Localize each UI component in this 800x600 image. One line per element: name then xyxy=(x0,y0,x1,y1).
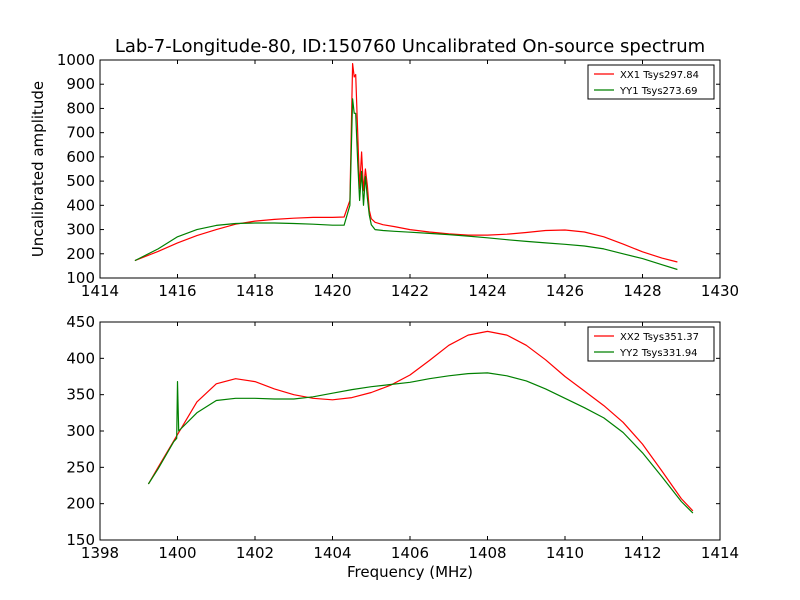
bottom-y-tick-label: 300 xyxy=(66,422,95,440)
top-legend-label-xx1: XX1 Tsys297.84 xyxy=(620,70,699,81)
bottom-legend-box xyxy=(587,326,715,362)
top-panel: 1414 1416 1418 1420 1422 1424 1426 1428 1430 100 2… xyxy=(29,51,739,300)
top-x-tick-label: 1416 xyxy=(158,282,196,300)
bottom-x-tick-label: 1402 xyxy=(236,544,274,562)
top-y-tick-label: 1000 xyxy=(57,51,95,69)
top-x-tick-label: 1420 xyxy=(313,282,351,300)
top-x-tick-label: 1422 xyxy=(391,282,429,300)
bottom-legend-label-xx2: XX2 Tsys351.37 xyxy=(620,332,699,343)
top-legend-label-yy1: YY1 Tsys273.69 xyxy=(619,86,698,97)
top-legend-box xyxy=(587,64,715,100)
top-y-tick-label: 900 xyxy=(66,75,95,93)
top-y-tick-label: 700 xyxy=(66,124,95,142)
top-y-tick-label: 500 xyxy=(66,172,95,190)
bottom-x-tick-label: 1400 xyxy=(158,544,196,562)
top-x-tick-label: 1426 xyxy=(546,282,584,300)
top-y-tick-label: 400 xyxy=(66,196,95,214)
bottom-y-tick-label: 350 xyxy=(66,386,95,404)
top-x-tick-label: 1428 xyxy=(623,282,661,300)
top-series-xx1-line xyxy=(134,62,678,263)
top-ticks-layer: 1414 1416 1418 1420 1422 1424 1426 1428 1430 100 2… xyxy=(57,51,739,300)
top-y-tick-label: 800 xyxy=(66,99,95,117)
bottom-x-tick-label: 1404 xyxy=(313,544,351,562)
bottom-legend-label-yy2: YY2 Tsys331.94 xyxy=(619,348,698,359)
top-x-tick-label: 1418 xyxy=(236,282,274,300)
bottom-y-tick-label: 250 xyxy=(66,458,95,476)
top-y-tick-label: 300 xyxy=(66,221,95,239)
bottom-x-tick-label: 1408 xyxy=(468,544,506,562)
bottom-x-tick-label: 1398 xyxy=(81,544,119,562)
top-x-tick-label: 1430 xyxy=(701,282,739,300)
bottom-y-tick-label: 400 xyxy=(66,349,95,367)
bottom-x-tick-label: 1412 xyxy=(623,544,661,562)
top-series-layer xyxy=(134,62,678,271)
bottom-y-tick-label: 450 xyxy=(66,313,95,331)
bottom-x-tick-label: 1414 xyxy=(701,544,739,562)
top-y-tick-label: 600 xyxy=(66,148,95,166)
bottom-series-layer xyxy=(147,330,694,514)
bottom-ticks-layer: 1398 1400 1402 1404 1406 1408 1410 1412 1414 150 2… xyxy=(66,313,739,562)
bottom-y-tick-label: 150 xyxy=(66,531,95,549)
top-x-tick-label: 1414 xyxy=(81,282,119,300)
bottom-x-axis-label: Frequency (MHz) xyxy=(347,563,473,581)
bottom-x-tick-label: 1410 xyxy=(546,544,584,562)
bottom-series-yy2-line xyxy=(147,372,694,514)
top-y-axis-label: Uncalibrated amplitude xyxy=(29,81,47,257)
top-y-tick-label: 100 xyxy=(66,269,95,287)
bottom-panel: 1398 1400 1402 1404 1406 1408 1410 1412 1414 150 2… xyxy=(66,313,739,581)
bottom-x-tick-label: 1406 xyxy=(391,544,429,562)
top-series-yy1-line xyxy=(134,98,678,271)
top-x-tick-label: 1424 xyxy=(468,282,506,300)
top-legend: XX1 Tsys297.84 YY1 Tsys273.69 xyxy=(587,64,715,100)
bottom-legend: XX2 Tsys351.37 YY2 Tsys331.94 xyxy=(587,326,715,362)
bottom-series-xx2-line xyxy=(147,330,694,512)
bottom-y-tick-label: 200 xyxy=(66,495,95,513)
top-y-tick-label: 200 xyxy=(66,245,95,263)
figure-title: Lab-7-Longitude-80, ID:150760 Uncalibrat… xyxy=(115,36,705,57)
